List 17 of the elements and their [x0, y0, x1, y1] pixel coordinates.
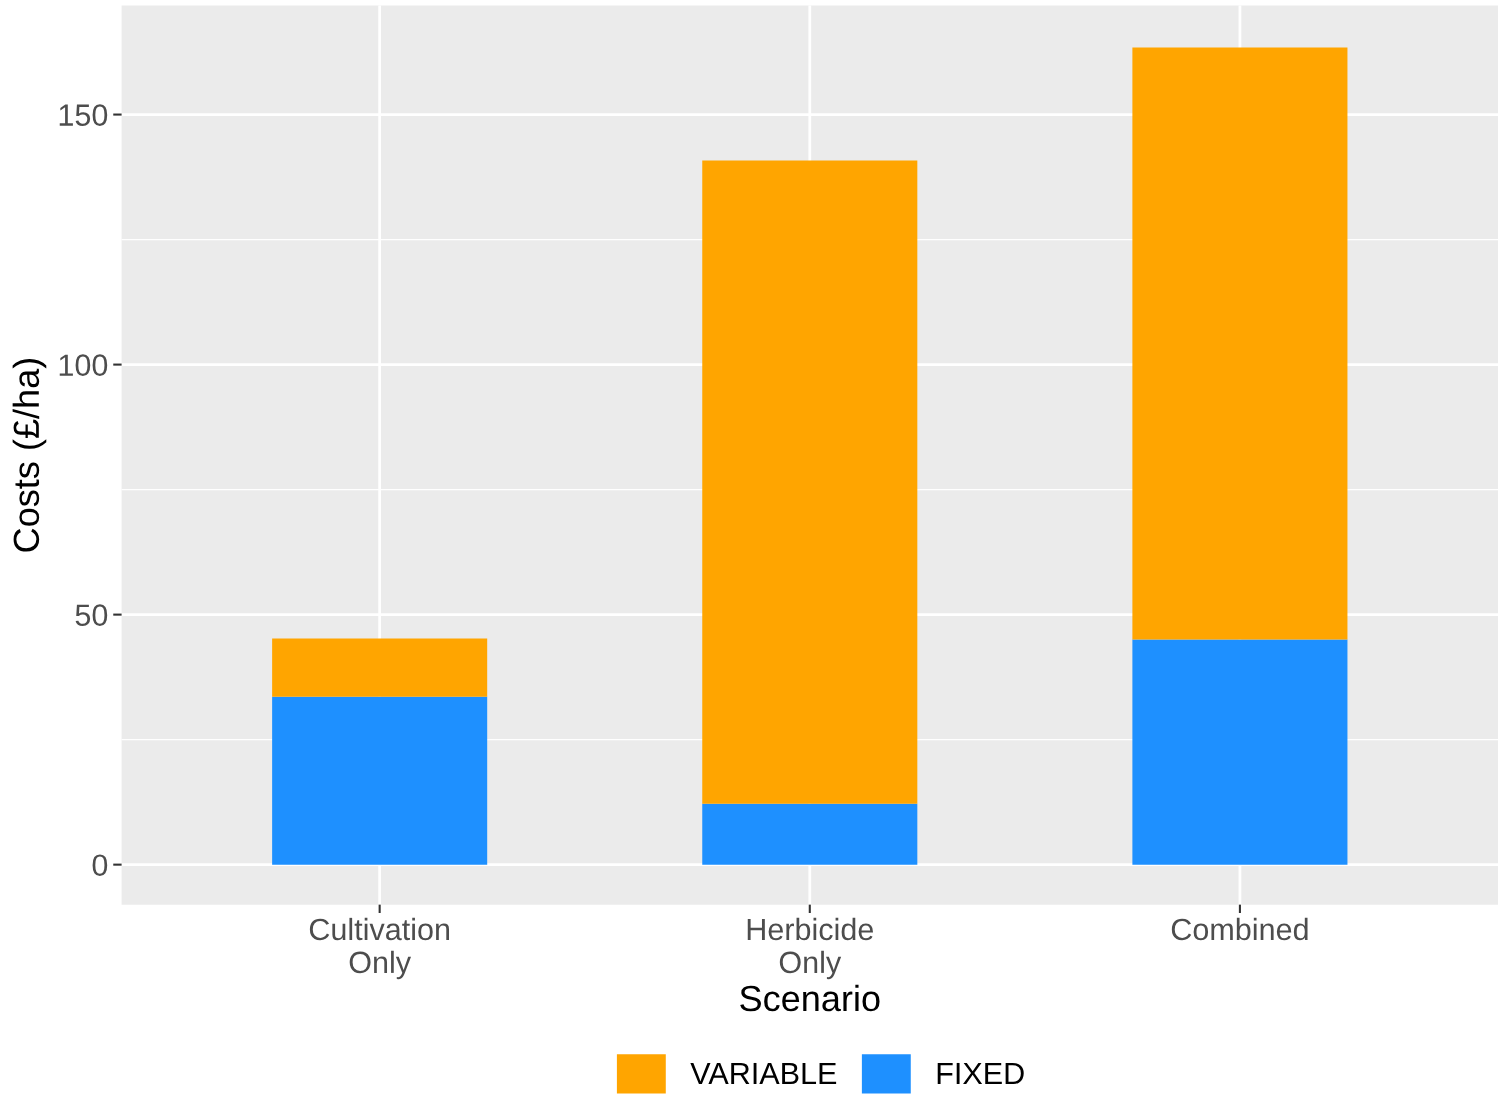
- x-tick-label: Combined: [1171, 917, 1308, 941]
- y-tick-label: 100: [59, 354, 108, 376]
- bar: [1132, 639, 1348, 865]
- bar: [702, 803, 918, 865]
- y-tick-label: 0: [92, 854, 108, 877]
- bar: [272, 696, 488, 865]
- x-tick-label: Herbicide Only: [747, 917, 873, 980]
- legend-label: FIXED: [937, 1062, 1024, 1084]
- x-axis-title: Scenario: [740, 984, 880, 1012]
- bar: [272, 638, 488, 697]
- y-tick-label: 50: [75, 604, 108, 626]
- x-tick-label: Cultivation Only: [309, 917, 450, 980]
- legend-label: VARIABLE: [690, 1062, 837, 1084]
- bar: [702, 160, 918, 804]
- y-tick-label: 150: [59, 104, 108, 126]
- y-axis-title: Costs (£/ha): [12, 359, 47, 552]
- bar: [1132, 47, 1348, 640]
